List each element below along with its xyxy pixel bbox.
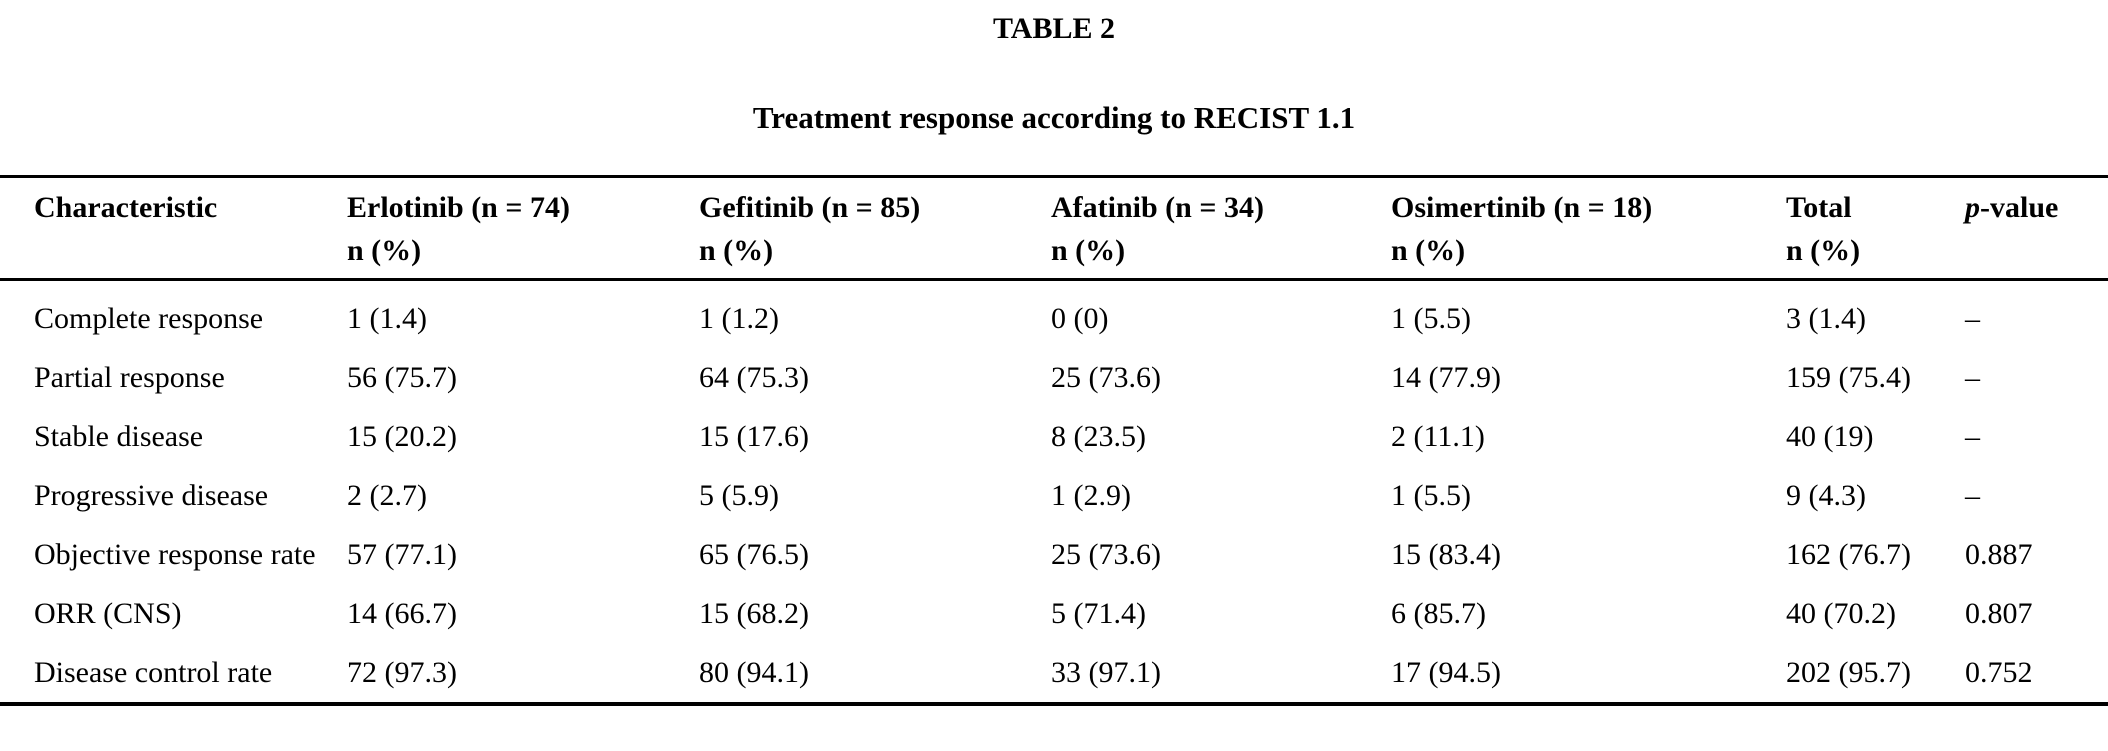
header-subline: n (%) [1051, 234, 1126, 267]
value-cell: 8 (23.5) [1051, 420, 1146, 453]
row-label: Stable disease [34, 420, 204, 453]
value-cell: 15 (68.2) [699, 597, 809, 630]
value-cell: 1 (5.5) [1391, 479, 1471, 512]
header-subline: n (%) [347, 234, 422, 267]
column-header-gefitinib: Gefitinib (n = 85) n (%) [699, 176, 1051, 281]
p-value-cell: 0.887 [1965, 538, 2033, 571]
row-label: Progressive disease [34, 479, 269, 512]
header-subline: n (%) [1391, 234, 1466, 267]
column-header-characteristic: Characteristic [0, 176, 347, 281]
value-cell: 9 (4.3) [1786, 479, 1866, 512]
p-value-cell: – [1965, 302, 1980, 335]
value-cell: 5 (71.4) [1051, 597, 1146, 630]
p-value-cell: – [1965, 361, 1980, 394]
row-label: Complete response [34, 302, 264, 335]
row-label: Objective response rate [34, 538, 316, 571]
value-cell: 17 (94.5) [1391, 656, 1501, 689]
value-cell: 1 (2.9) [1051, 479, 1131, 512]
header-row: Characteristic Erlotinib (n = 74) n (%) … [0, 176, 2108, 281]
value-cell: 15 (20.2) [347, 420, 457, 453]
table-row-stable-disease: Stable disease 15 (20.2) 15 (17.6) 8 (23… [0, 407, 2108, 466]
header-title: Gefitinib (n = 85) [699, 191, 921, 224]
value-cell: 33 (97.1) [1051, 656, 1161, 689]
value-cell: 2 (2.7) [347, 479, 427, 512]
table-row-partial-response: Partial response 56 (75.7) 64 (75.3) 25 … [0, 348, 2108, 407]
column-header-erlotinib: Erlotinib (n = 74) n (%) [347, 176, 699, 281]
value-cell: 40 (70.2) [1786, 597, 1896, 630]
column-header-osimertinib: Osimertinib (n = 18) n (%) [1391, 176, 1786, 281]
value-cell: 1 (1.2) [699, 302, 779, 335]
value-cell: 3 (1.4) [1786, 302, 1866, 335]
value-cell: 40 (19) [1786, 420, 1874, 453]
value-cell: 5 (5.9) [699, 479, 779, 512]
value-cell: 14 (66.7) [347, 597, 457, 630]
header-title: Characteristic [34, 191, 218, 224]
value-cell: 64 (75.3) [699, 361, 809, 394]
value-cell: 0 (0) [1051, 302, 1109, 335]
value-cell: 6 (85.7) [1391, 597, 1486, 630]
value-cell: 15 (17.6) [699, 420, 809, 453]
row-label: Disease control rate [34, 656, 273, 689]
column-header-total: Total n (%) [1786, 176, 1965, 281]
value-cell: 14 (77.9) [1391, 361, 1501, 394]
value-cell: 57 (77.1) [347, 538, 457, 571]
p-value-cell: – [1965, 420, 1980, 453]
table-row-complete-response: Complete response 1 (1.4) 1 (1.2) 0 (0) … [0, 280, 2108, 349]
value-cell: 56 (75.7) [347, 361, 457, 394]
column-header-afatinib: Afatinib (n = 34) n (%) [1051, 176, 1391, 281]
value-cell: 15 (83.4) [1391, 538, 1501, 571]
table-row-orr-cns: ORR (CNS) 14 (66.7) 15 (68.2) 5 (71.4) 6… [0, 584, 2108, 643]
header-title: Total [1786, 191, 1852, 224]
value-cell: 25 (73.6) [1051, 538, 1161, 571]
p-value-italic-p: p [1965, 191, 1980, 224]
value-cell: 65 (76.5) [699, 538, 809, 571]
value-cell: 1 (1.4) [347, 302, 427, 335]
header-title: Erlotinib (n = 74) [347, 191, 570, 224]
header-title: Osimertinib (n = 18) [1391, 191, 1653, 224]
header-subline: n (%) [699, 234, 774, 267]
table-caption: Treatment response according to RECIST 1… [752, 100, 1356, 135]
table-row-objective-response-rate: Objective response rate 57 (77.1) 65 (76… [0, 525, 2108, 584]
table-row-progressive-disease: Progressive disease 2 (2.7) 5 (5.9) 1 (2… [0, 466, 2108, 525]
treatment-response-table: Characteristic Erlotinib (n = 74) n (%) … [0, 175, 2108, 706]
value-cell: 202 (95.7) [1786, 656, 1911, 689]
header-title: -value [1980, 191, 2059, 224]
column-header-p-value: p-value [1965, 176, 2108, 281]
value-cell: 159 (75.4) [1786, 361, 1911, 394]
row-label: ORR (CNS) [34, 597, 182, 630]
value-cell: 25 (73.6) [1051, 361, 1161, 394]
table-label: TABLE 2 [993, 12, 1115, 45]
p-value-cell: – [1965, 479, 1980, 512]
row-label: Partial response [34, 361, 225, 394]
header-subline: n (%) [1786, 234, 1861, 267]
value-cell: 1 (5.5) [1391, 302, 1471, 335]
value-cell: 2 (11.1) [1391, 420, 1485, 453]
value-cell: 80 (94.1) [699, 656, 809, 689]
p-value-cell: 0.807 [1965, 597, 2033, 630]
value-cell: 72 (97.3) [347, 656, 457, 689]
table-row-disease-control-rate: Disease control rate 72 (97.3) 80 (94.1)… [0, 643, 2108, 704]
header-title: Afatinib (n = 34) [1051, 191, 1264, 224]
p-value-cell: 0.752 [1965, 656, 2033, 689]
value-cell: 162 (76.7) [1786, 538, 1911, 571]
